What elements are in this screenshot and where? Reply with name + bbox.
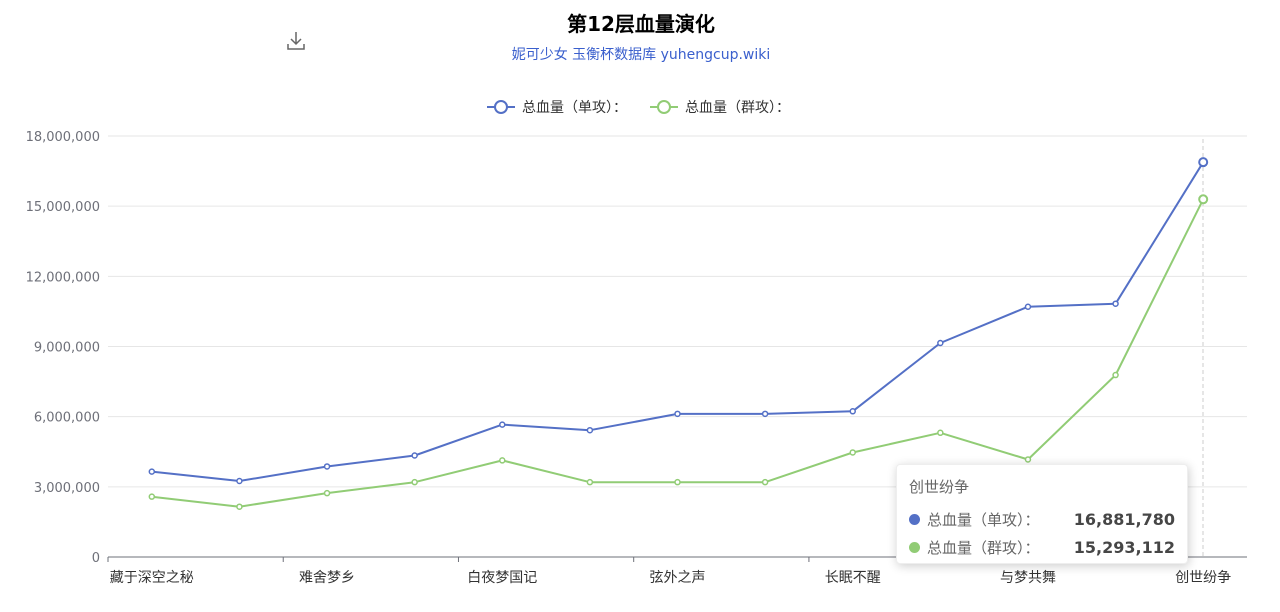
- legend-label: 总血量（群攻）：: [685, 100, 790, 116]
- legend-circle-icon: [657, 100, 671, 114]
- tooltip-row-single: 总血量（单攻）： 16,881,780: [909, 505, 1175, 533]
- data-point[interactable]: [411, 452, 418, 459]
- y-tick-label: 3,000,000: [34, 481, 100, 496]
- data-point[interactable]: [323, 463, 331, 470]
- legend-label: 总血量（单攻）：: [522, 100, 627, 116]
- tooltip-series-value: 16,881,780: [1073, 509, 1175, 529]
- data-point[interactable]: [499, 457, 506, 464]
- legend-item[interactable]: 总血量（群攻）：: [650, 100, 790, 116]
- tooltip: 创世纷争 总血量（单攻）： 16,881,780 总血量（群攻）： 15,293…: [896, 464, 1188, 564]
- y-tick-label: 0: [92, 551, 100, 566]
- data-point[interactable]: [674, 478, 681, 486]
- tooltip-title: 创世纷争: [909, 478, 970, 496]
- y-tick-label: 12,000,000: [26, 270, 100, 285]
- data-point[interactable]: [1198, 157, 1209, 168]
- x-tick-label: 白夜梦国记: [467, 570, 537, 586]
- x-tick-label: 创世纷争: [1175, 570, 1231, 586]
- tooltip-series-name: 总血量（群攻）：: [927, 538, 1040, 557]
- data-point[interactable]: [849, 408, 856, 415]
- data-point[interactable]: [236, 503, 243, 510]
- legend-circle-icon: [494, 100, 508, 114]
- data-point[interactable]: [761, 410, 769, 418]
- tooltip-series-value: 15,293,112: [1073, 537, 1175, 557]
- x-tick-label: 长眠不醒: [825, 570, 881, 586]
- data-point[interactable]: [148, 468, 156, 475]
- data-point[interactable]: [236, 477, 243, 485]
- legend-item[interactable]: 总血量（单攻）：: [487, 100, 627, 116]
- data-point[interactable]: [761, 478, 769, 486]
- x-tick-label: 藏于深空之秘: [110, 570, 194, 586]
- x-tick-label: 难舍梦乡: [299, 570, 355, 586]
- tooltip-row-group: 总血量（群攻）： 15,293,112: [909, 533, 1175, 561]
- data-point[interactable]: [849, 449, 856, 456]
- data-point[interactable]: [674, 410, 681, 418]
- data-point[interactable]: [323, 489, 331, 497]
- data-point[interactable]: [1024, 303, 1032, 310]
- tooltip-series-name: 总血量（单攻）：: [927, 510, 1040, 529]
- data-point[interactable]: [1112, 371, 1119, 379]
- x-tick-label: 弦外之声: [650, 570, 706, 586]
- y-tick-label: 6,000,000: [34, 411, 100, 426]
- y-tick-label: 15,000,000: [26, 200, 100, 215]
- data-point[interactable]: [937, 339, 944, 347]
- series-line: [151, 198, 1205, 508]
- data-point[interactable]: [499, 421, 506, 428]
- data-point[interactable]: [148, 493, 156, 500]
- download-icon[interactable]: [283, 27, 309, 53]
- chart-title: 第12层血量演化: [567, 12, 715, 36]
- x-tick-label: 与梦共舞: [1000, 570, 1056, 586]
- data-point[interactable]: [1024, 456, 1032, 463]
- data-point[interactable]: [937, 429, 944, 437]
- data-point[interactable]: [1198, 194, 1209, 205]
- data-point[interactable]: [1112, 300, 1119, 307]
- data-point[interactable]: [586, 426, 594, 434]
- series-marker-icon: [909, 513, 920, 525]
- chart-subtitle[interactable]: 妮可少女 玉衡杯数据库 yuhengcup.wiki: [512, 46, 771, 63]
- data-point[interactable]: [411, 478, 418, 486]
- series-line: [151, 161, 1205, 482]
- y-tick-label: 9,000,000: [34, 341, 100, 356]
- series-marker-icon: [909, 541, 920, 553]
- y-tick-label: 18,000,000: [26, 130, 100, 145]
- data-point[interactable]: [586, 478, 594, 486]
